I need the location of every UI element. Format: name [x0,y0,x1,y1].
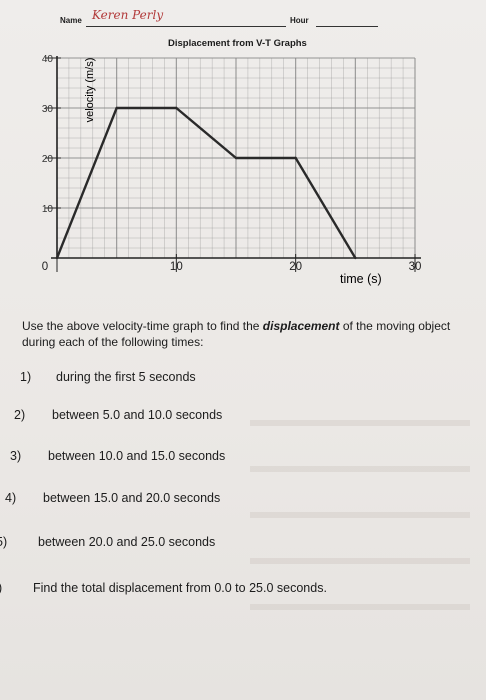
name-underline [86,26,286,27]
chart-ticks: 0 10 20 30 40 30 20 10 [42,54,422,273]
y-axis-label: velocity (m/s) [84,58,96,123]
question-number: 2) [14,408,26,422]
velocity-data-point [175,106,178,110]
question-number: 3) [10,449,22,463]
instructions: Use the above velocity-time graph to fin… [22,318,462,350]
question-text: between 5.0 and 10.0 seconds [52,408,223,422]
velocity-data-point [294,156,297,160]
question-number: 5) [0,535,8,549]
question-text: between 20.0 and 25.0 seconds [38,535,216,549]
question-text: during the first 5 seconds [56,370,196,384]
chart-series [55,106,357,260]
instructions-text-start: Use the above velocity-time graph to fin… [22,319,263,333]
instructions-emphasis: displacement [262,319,340,333]
velocity-data-point [354,256,357,260]
question-text: between 10.0 and 15.0 seconds [48,449,226,463]
x-tick-label: 0 [42,261,48,273]
question-text: Find the total displacement from 0.0 to … [33,581,327,595]
chart-title: Displacement from V-T Graphs [168,38,307,49]
chart-axes [51,56,421,259]
y-tick-label: 10 [42,204,54,215]
name-label: Name [60,16,82,25]
x-tick-label: 30 [409,261,422,273]
x-tick-label: 20 [289,261,302,273]
question-number: 1) [20,370,32,384]
x-axis-label: time (s) [340,272,382,286]
velocity-data-point [55,256,59,260]
hour-underline [316,26,378,27]
y-tick-label: 40 [42,54,54,65]
y-tick-label: 20 [42,154,54,165]
velocity-data-point [234,156,238,160]
question-number: 4) [5,491,17,505]
velocity-time-chart: 0 10 20 30 40 30 20 10 velocity (m/s) time (s) [42,54,422,286]
paper-bleed-through [250,380,470,640]
instructions-text-end: of the moving object during each of the … [22,319,451,349]
student-name: Keren Perly [92,8,164,22]
question-number: 6) [0,581,2,595]
y-tick-label: 30 [42,104,54,115]
question-text: between 15.0 and 20.0 seconds [43,491,221,505]
x-tick-label: 10 [170,261,183,273]
hour-label: Hour [290,16,309,25]
velocity-data-point [115,106,118,110]
velocity-series-line [55,106,357,259]
